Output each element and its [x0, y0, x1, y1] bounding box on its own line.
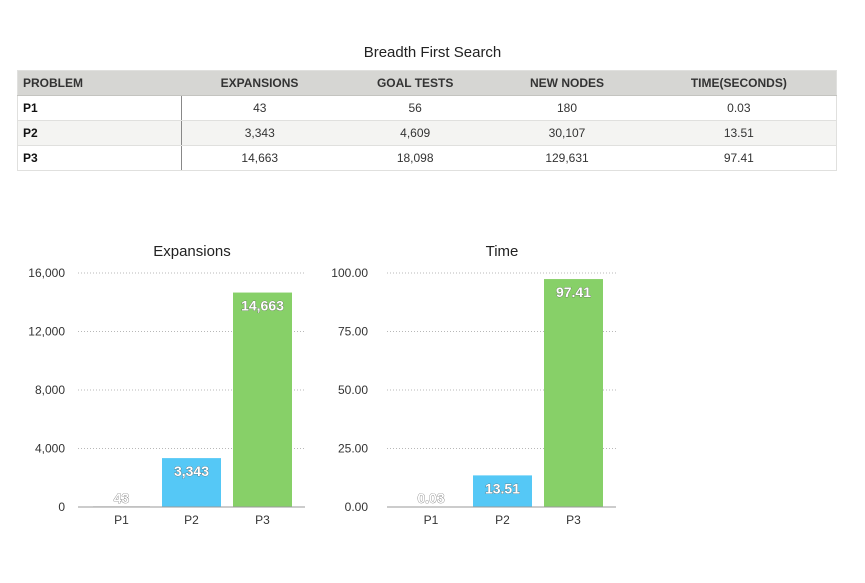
table-header-row: PROBLEM EXPANSIONS GOAL TESTS NEW NODES …	[17, 70, 837, 96]
data-label: 14,663	[241, 298, 284, 314]
table-cell: 97.41	[641, 145, 837, 171]
y-tick-label: 4,000	[35, 442, 65, 456]
chart-title-time: Time	[486, 243, 519, 260]
table-cell: 4,609	[338, 120, 493, 146]
table-row: P3 14,663 18,098 129,631 97.41	[17, 145, 837, 171]
table-cell: 0.03	[641, 95, 837, 121]
data-label: 97.41	[556, 284, 591, 300]
table-cell: P1	[17, 95, 182, 121]
table-cell: 56	[338, 95, 493, 121]
column-header-new-nodes: NEW NODES	[492, 70, 642, 96]
y-tick-label: 25.00	[338, 442, 368, 456]
bar-p3	[544, 279, 603, 507]
table-cell: 13.51	[641, 120, 837, 146]
data-label: 43	[114, 490, 130, 506]
bar-p3	[233, 292, 292, 507]
column-header-expansions: EXPANSIONS	[181, 70, 339, 96]
x-tick-label: P2	[495, 513, 510, 527]
bar-p2	[162, 458, 221, 507]
table-cell: 30,107	[492, 120, 642, 146]
y-tick-label: 8,000	[35, 383, 65, 397]
y-tick-label: 75.00	[338, 325, 368, 339]
table-row: P2 3,343 4,609 30,107 13.51	[17, 120, 837, 146]
x-tick-label: P1	[424, 513, 439, 527]
y-tick-label: 16,000	[28, 266, 65, 280]
table-cell: 18,098	[338, 145, 493, 171]
data-label: 3,343	[174, 463, 209, 479]
x-tick-label: P2	[184, 513, 199, 527]
table-row: P1 43 56 180 0.03	[17, 95, 837, 121]
table-cell: P2	[17, 120, 182, 146]
table-cell: 14,663	[181, 145, 339, 171]
bar-p2	[473, 475, 532, 507]
y-tick-label: 0.00	[345, 500, 369, 514]
table-cell: 180	[492, 95, 642, 121]
column-header-goal-tests: GOAL TESTS	[338, 70, 493, 96]
y-tick-label: 50.00	[338, 383, 368, 397]
x-tick-label: P1	[114, 513, 129, 527]
data-label: 0.03	[417, 490, 444, 506]
chart-title-expansions: Expansions	[153, 243, 231, 260]
y-tick-label: 0	[58, 500, 65, 514]
x-tick-label: P3	[255, 513, 270, 527]
table-title: Breadth First Search	[363, 44, 502, 61]
table-cell: 129,631	[492, 145, 642, 171]
y-tick-label: 100.00	[331, 266, 368, 280]
table-cell: 3,343	[181, 120, 339, 146]
x-tick-label: P3	[566, 513, 581, 527]
data-label: 13.51	[485, 480, 520, 496]
results-table: PROBLEM EXPANSIONS GOAL TESTS NEW NODES …	[17, 70, 837, 171]
column-header-problem: PROBLEM	[17, 70, 181, 96]
column-header-time: TIME(SECONDS)	[641, 70, 837, 96]
y-tick-label: 12,000	[28, 325, 65, 339]
table-cell: 43	[181, 95, 339, 121]
table-cell: P3	[17, 145, 182, 171]
